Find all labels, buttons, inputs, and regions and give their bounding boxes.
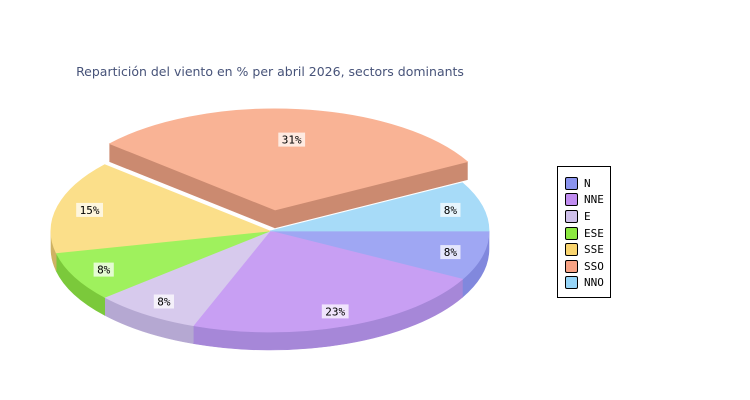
chart-title: Repartición del viento en % per abril 20…	[76, 64, 464, 79]
slice-label-bg	[440, 245, 461, 260]
legend-item-NNE: NNE	[565, 192, 610, 209]
legend-item-SSO: SSO	[565, 258, 610, 275]
legend-swatch-icon	[565, 259, 578, 273]
legend-swatch-icon	[565, 193, 578, 207]
slice-label-ESE: 8%	[93, 262, 114, 277]
slice-label-E: 8%	[153, 294, 174, 309]
pie-slice-N	[269, 230, 490, 280]
slice-label-text: 8%	[444, 246, 458, 259]
slice-label-bg	[93, 262, 114, 277]
slice-label-text: 8%	[444, 204, 458, 217]
slice-label-text: 31%	[282, 134, 302, 147]
legend-swatch-icon	[565, 209, 578, 223]
legend-item-label: N	[584, 176, 591, 190]
slice-label-text: 23%	[325, 305, 345, 318]
pie-slice-SSO	[108, 108, 469, 211]
pie-slice-SSE	[50, 164, 271, 254]
slice-label-SSE: 15%	[76, 202, 103, 217]
legend-item-E: E	[565, 208, 610, 225]
legend-item-NNO: NNO	[565, 275, 610, 292]
legend-item-label: E	[584, 209, 591, 223]
slice-label-text: 15%	[80, 204, 100, 217]
legend-swatch-icon	[565, 276, 578, 290]
legend-swatch-icon	[565, 226, 578, 240]
legend: N NNE E ESE SSE SSO NNO	[557, 166, 611, 299]
legend-item-ESE: ESE	[565, 225, 610, 242]
pie-slice-NNE	[192, 230, 464, 333]
slice-label-text: 8%	[157, 296, 171, 309]
slice-label-bg	[278, 132, 306, 147]
legend-item-label: NNO	[584, 276, 604, 290]
legend-item-label: NNE	[584, 193, 604, 207]
legend-swatch-icon	[565, 243, 578, 257]
pie-slice-E	[103, 230, 272, 327]
slice-label-bg	[321, 304, 349, 319]
slice-label-text: 8%	[97, 264, 111, 277]
slice-label-bg	[153, 294, 174, 309]
slice-label-NNO: 8%	[440, 202, 461, 217]
slice-label-N: 8%	[440, 245, 461, 260]
slice-label-SSO: 31%	[278, 132, 306, 147]
slice-label-bg	[76, 202, 103, 217]
pie-value-labels: 8% 23% 8% 8% 15% 31% 8%	[76, 132, 461, 319]
legend-swatch-icon	[565, 176, 578, 190]
pie-slice-NNO	[269, 182, 490, 232]
slice-label-NNE: 23%	[321, 304, 349, 319]
legend-item-label: SSE	[584, 243, 604, 257]
legend-item-N: N	[565, 175, 610, 192]
legend-item-SSE: SSE	[565, 241, 610, 258]
legend-item-label: SSO	[584, 259, 604, 273]
legend-item-label: ESE	[584, 226, 604, 240]
slice-label-bg	[440, 202, 461, 217]
pie-top-surfaces	[50, 108, 490, 333]
